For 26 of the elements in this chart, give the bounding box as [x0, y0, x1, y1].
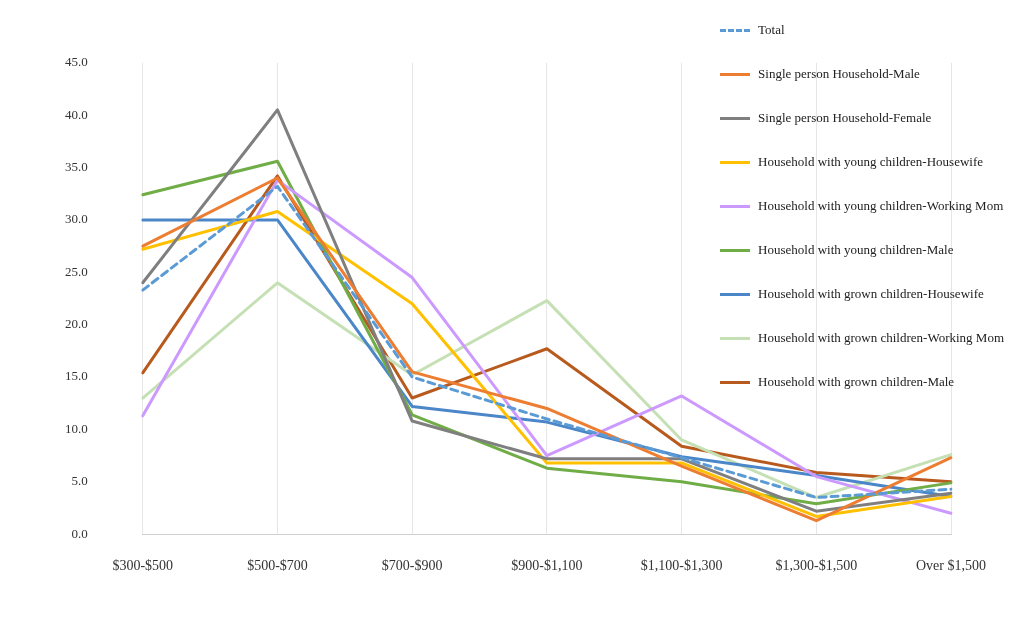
x-tick-label: $1,100-$1,300: [640, 558, 723, 574]
legend-label: Single person Household-Female: [758, 110, 932, 126]
legend-label: Household with grown children-Working Mom: [758, 330, 1004, 346]
legend-label: Total: [758, 22, 785, 38]
legend-label: Household with young children-Male: [758, 242, 954, 258]
legend-label: Household with grown children-Male: [758, 374, 955, 390]
x-tick-label: Over $1,500: [916, 558, 987, 574]
y-tick-label: 10.0: [65, 420, 88, 436]
x-tick-label: $1,300-$1,500: [775, 558, 858, 574]
legend-label: Single person Household-Male: [758, 66, 920, 82]
legend-label: Household with grown children-Housewife: [758, 286, 984, 302]
y-tick-label: 40.0: [65, 106, 88, 122]
x-tick-label: $300-$500: [112, 558, 174, 574]
y-tick-label: 45.0: [65, 54, 88, 70]
y-tick-label: 5.0: [71, 473, 88, 489]
legend-label: Household with young children-Working Mom: [758, 198, 1004, 214]
y-tick-label: 30.0: [65, 211, 88, 227]
legend-label: Household with young children-Housewife: [758, 154, 984, 170]
x-tick-label: $500-$700: [247, 558, 308, 574]
y-tick-label: 20.0: [65, 316, 88, 332]
y-tick-label: 35.0: [65, 158, 88, 174]
y-tick-label: 15.0: [65, 368, 88, 384]
y-tick-label: 0.0: [71, 525, 88, 541]
y-tick-label: 25.0: [65, 263, 88, 279]
x-tick-label: $900-$1,100: [511, 558, 583, 574]
x-tick-label: $700-$900: [381, 558, 443, 574]
